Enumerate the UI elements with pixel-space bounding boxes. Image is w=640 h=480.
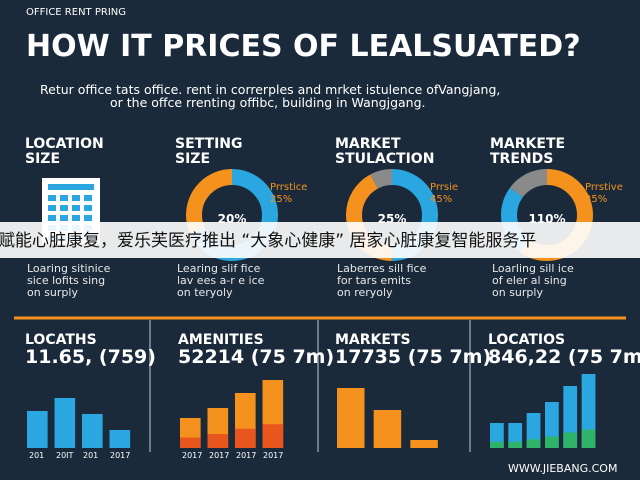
axis-label: 201 <box>83 451 98 460</box>
window <box>84 195 92 201</box>
window <box>84 215 92 221</box>
donut-side-label: Prrstice <box>270 182 307 193</box>
window <box>72 195 80 201</box>
section-heading: AMENITIES <box>178 332 264 348</box>
donut-side-label: 25% <box>270 194 292 205</box>
section-text: on surply <box>492 286 543 299</box>
footer: WWW.JIEBANG.COM <box>508 462 617 475</box>
bar-base <box>563 432 578 448</box>
axis-label: 2017 <box>110 451 130 460</box>
axis-label: 201 <box>29 451 44 460</box>
section-heading: SETTING <box>175 136 242 152</box>
kicker: OFFICE RENT PRING <box>26 7 126 18</box>
bar <box>373 410 402 448</box>
section-figure: 17735 (75 7m) <box>335 346 491 368</box>
bar <box>337 388 365 448</box>
bar-base <box>490 441 504 448</box>
window <box>72 205 80 211</box>
donut-segment <box>346 169 438 261</box>
section-heading: MARKETE <box>490 136 565 152</box>
window <box>48 205 56 211</box>
window <box>84 205 92 211</box>
section-text: Loaring sitinice <box>27 262 111 275</box>
section-heading: SIZE <box>175 151 210 167</box>
donut-side-label: 45% <box>430 194 452 205</box>
donut-side-label: Prrstive <box>585 182 623 193</box>
section-heading: MARKET <box>335 136 401 152</box>
section-heading: SIZE <box>25 151 60 167</box>
section-figure: 846,22 (75 7m) <box>488 346 640 368</box>
section-figure: 11.65, (759) <box>25 346 156 368</box>
banner <box>0 222 640 258</box>
bar-base <box>526 439 541 448</box>
section-heading: LOCATION <box>25 136 104 152</box>
section-text: sice lofits sing <box>27 274 105 287</box>
section-text: on reryoly <box>337 286 393 299</box>
section-text: lav ees a-r e ice <box>177 274 265 287</box>
bar <box>27 411 48 448</box>
window <box>72 215 80 221</box>
bar-base <box>235 428 256 448</box>
bar-base <box>581 429 596 448</box>
section-heading: MARKETS <box>335 332 411 348</box>
axis-label: 2017 <box>182 451 202 460</box>
title: HOW IT PRICES OF LEALSUATED? <box>26 29 581 64</box>
section-heading: STULACTION <box>335 151 434 167</box>
section-text: Laberres sill fice <box>337 262 427 275</box>
section-text: on surply <box>27 286 78 299</box>
bar-base <box>207 434 229 448</box>
banner-text: 赋能心脏康复，爱乐芙医疗推出 “大象心健康” 居家心脏康复智能服务平 <box>0 231 536 251</box>
window <box>48 215 56 221</box>
donut-segment <box>346 169 438 261</box>
subtitle-line: or the offce rrenting offibc, building i… <box>110 95 426 110</box>
section-heading: TRENDS <box>490 151 553 167</box>
axis-label: 2017 <box>263 451 283 460</box>
section-text: for tars emits <box>337 274 411 287</box>
bar-base <box>545 436 559 448</box>
donut-side-label: Prrsie <box>430 182 458 193</box>
bar <box>109 430 131 448</box>
donut-segment <box>501 169 593 261</box>
bar-base <box>508 441 523 448</box>
section-text: Learing slif fice <box>177 262 261 275</box>
donut-side-label: 35% <box>585 194 607 205</box>
bar-base <box>262 424 284 448</box>
section-text: on teryoly <box>177 286 233 299</box>
section-text: of eler al sing <box>492 274 567 287</box>
donut-segment <box>501 169 593 261</box>
section-figure: 52214 (75 7m) <box>178 346 334 368</box>
bar <box>54 398 76 448</box>
section-heading: LOCATIOS <box>488 332 565 348</box>
section-heading: LOCATHS <box>25 332 97 348</box>
window <box>60 215 68 221</box>
subtitle-line: Retur office tats office. rent in correr… <box>40 82 500 97</box>
donut-segment <box>186 169 278 261</box>
axis-label: 2017 <box>209 451 229 460</box>
section-text: Loarling sill ice <box>492 262 574 275</box>
window <box>48 195 56 201</box>
window <box>60 205 68 211</box>
bar <box>82 414 103 448</box>
bar <box>410 440 438 448</box>
bar-base <box>180 437 201 448</box>
axis-label: 20IT <box>56 451 74 460</box>
window <box>60 195 68 201</box>
axis-label: 2017 <box>236 451 256 460</box>
